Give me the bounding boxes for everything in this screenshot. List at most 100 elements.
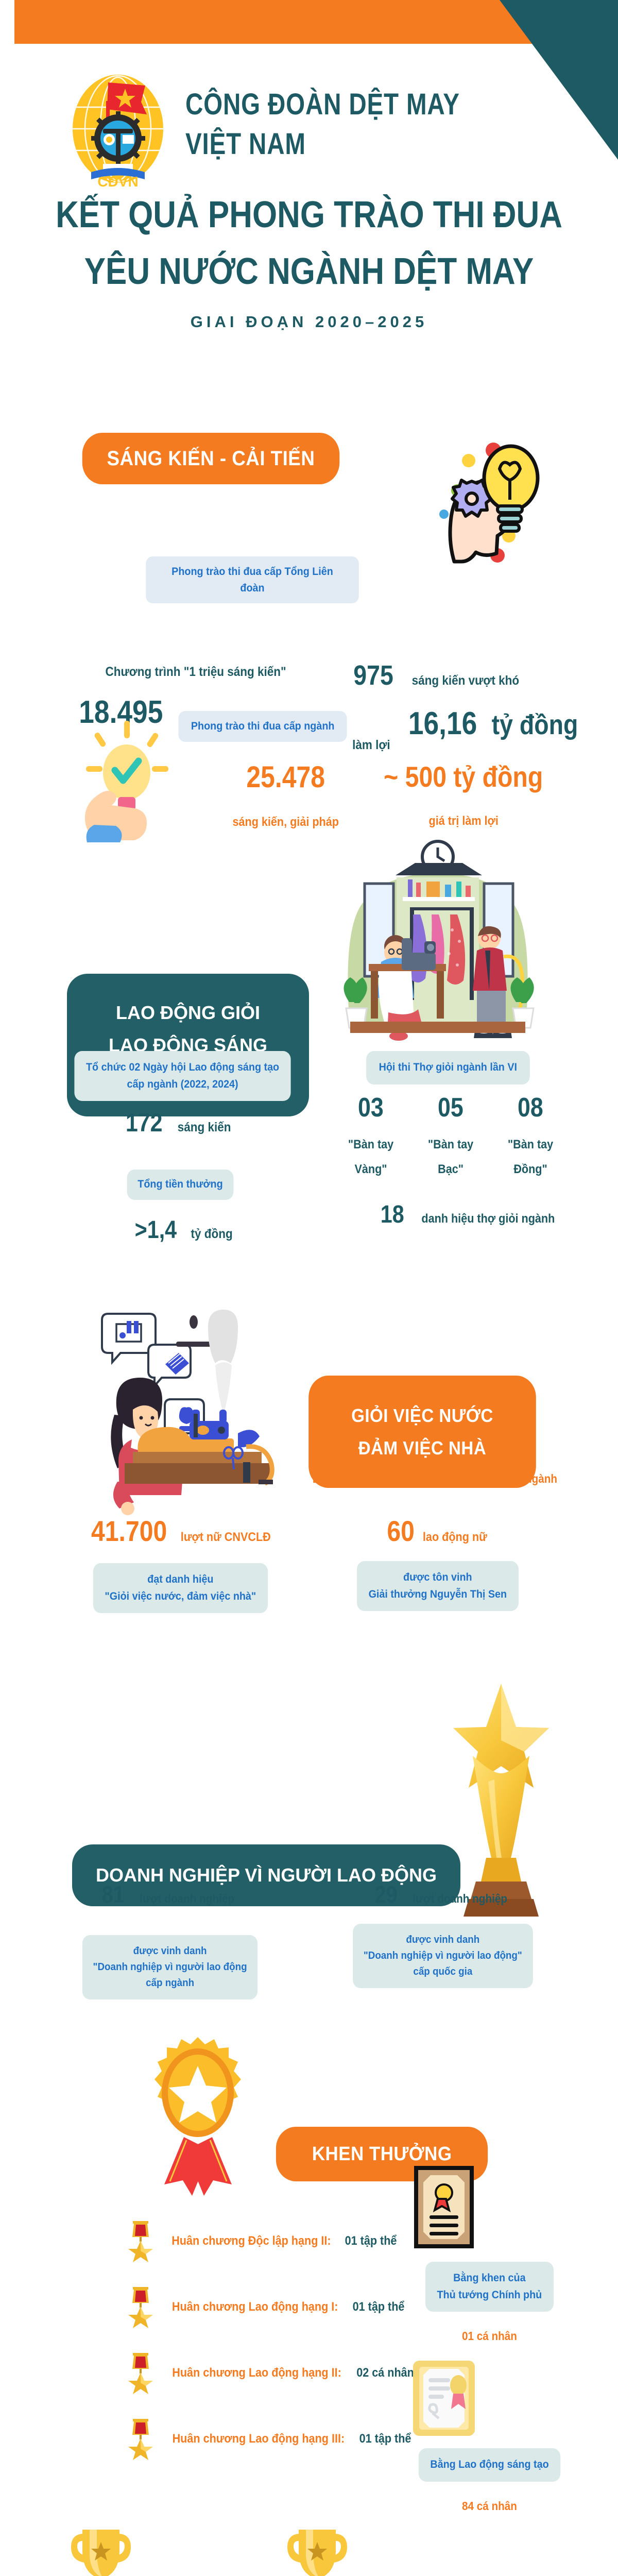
enterprise-left-tag-line-3: cấp ngành: [145, 1977, 194, 1989]
women-left-block: 41.700 lượt nữ CNVCLĐ đạt danh hiệu "Giỏ…: [72, 1510, 288, 1614]
svg-text:CĐVN: CĐVN: [97, 174, 138, 190]
enterprise-left-label: lượt doanh nghiệp: [140, 1892, 235, 1905]
certificate-pm-count: 01 cá nhân: [461, 2329, 517, 2343]
certificate-pm-icon: [412, 2164, 566, 2250]
certificate-pm-tag-line-2: Thủ tướng Chính phủ: [437, 2289, 542, 2301]
women-left-label: lượt nữ CNVCLĐ: [180, 1530, 271, 1544]
bonus-value: >1,4: [134, 1216, 177, 1244]
profit-prefix: làm lợi: [352, 738, 390, 752]
women-right-label: lao động nữ: [422, 1530, 487, 1544]
certificate-pm-tag-line-1: Bằng khen của: [453, 2272, 526, 2284]
sector-profit-caption: giá trị làm lợi: [428, 814, 499, 828]
medal-label-line-1: "Bàn tay: [507, 1138, 554, 1151]
medal-award-title: Huân chương Lao động hạng I:: [171, 2300, 338, 2314]
contest-tag: Hội thi Thợ giỏi ngành lần VI: [366, 1051, 530, 1084]
medal-item: 05 "Bàn tay Bạc": [415, 1092, 487, 1182]
women-right-block: 60 lao động nữ được tôn vinh Giải thưởng…: [330, 1510, 546, 1612]
cdvn-logo-icon: CĐVN: [63, 71, 174, 195]
women-left-tag-line-2: "Giỏi việc nước, đảm việc nhà": [105, 1590, 256, 1602]
enterprise-right-block: 29 lượt doanh nghiệp được vinh danh "Doa…: [330, 1880, 556, 1988]
trophy-award-block: Giải thưởng Nguyễn Thị Sen 50 cá nhân: [67, 2524, 263, 2576]
medal-item: 08 "Bàn tay Đồng": [494, 1092, 566, 1182]
bonus-value-block: >1,4 tỷ đồng: [131, 1216, 235, 1244]
festival-tag-line-1: Tổ chức 02 Ngày hội Lao động sáng tạo: [86, 1061, 280, 1073]
section-innovation-heading: SÁNG KIẾN - CẢI TIẾN: [82, 433, 340, 484]
medal-ribbon-icon: [128, 2352, 153, 2394]
titles-block: 18 danh hiệu thợ giỏi ngành: [379, 1200, 562, 1229]
medal-item: 03 "Bàn tay Vàng": [335, 1092, 407, 1182]
medal-award-title: Huân chương Lao động hạng III:: [172, 2432, 345, 2446]
women-right-tag-line-2: Giải thưởng Nguyễn Thị Sen: [368, 1588, 507, 1600]
hardship-block: 975 sáng kiến vượt khó làm lợi 16,16 tỷ …: [350, 659, 587, 753]
creative-certificate-block: Bằng Lao động sáng tạo 84 cá nhân: [412, 2360, 566, 2513]
families-value: 144: [312, 1461, 348, 1488]
women-right-tag-line-1: được tôn vinh: [403, 1571, 472, 1583]
medal-ribbon-icon: [128, 2418, 153, 2460]
page-title-line-2: YÊU NƯỚC NGÀNH DỆT MAY: [84, 250, 534, 292]
medal-list: 03 "Bàn tay Vàng" 05 "Bàn tay Bạc" 08 "B…: [335, 1092, 566, 1182]
families-block: 144 gia đình Dệt may tiêu biểu cấp ngành: [309, 1461, 568, 1489]
list-item: Huân chương Lao động hạng III: 01 tập th…: [128, 2413, 416, 2465]
women-left-value: 41.700: [91, 1515, 167, 1547]
program-value: 18.495: [79, 694, 163, 730]
medal-label-line-1: "Bàn tay: [427, 1138, 474, 1151]
enterprise-right-value: 29: [374, 1881, 398, 1908]
tag-sector-wrap: Phong trào thi đua cấp ngành: [154, 711, 371, 742]
medal-label-line-1: "Bàn tay: [348, 1138, 394, 1151]
section-enterprise-heading: DOANH NGHIỆP VÌ NGƯỜI LAO ĐỘNG: [72, 1844, 460, 1906]
list-item: Huân chương Độc lập hạng II: 01 tập thể: [128, 2215, 416, 2267]
hand-bulb-icon: [75, 719, 178, 842]
festival-tag-wrap: Tổ chức 02 Ngày hội Lao động sáng tạo cấ…: [57, 1051, 309, 1101]
brand-block: CĐVN CÔNG ĐOÀN DỆT MAY VIỆT NAM: [0, 62, 618, 191]
enterprise-right-tag-line-1: được vinh danh: [406, 1934, 480, 1945]
medal-award-title: Huân chương Lao động hạng II:: [172, 2366, 341, 2380]
medal-awards-list: Huân chương Độc lập hạng II: 01 tập thể …: [128, 2215, 416, 2465]
pm-certificate-block: Bằng khen của Thủ tướng Chính phủ 01 cá …: [412, 2164, 566, 2343]
sector-profit-block: ~ 500 tỷ đồng giá trị làm lợi: [371, 760, 556, 828]
tailor-shop-illustration: [319, 840, 556, 1041]
section-innovation-heading-pill: SÁNG KIẾN - CẢI TIẾN: [71, 433, 351, 484]
seamstress-illustration: [77, 1298, 294, 1515]
enterprise-left-block: 81 lượt doanh nghiệp được vinh danh "Doa…: [62, 1880, 278, 1999]
org-line-1: CÔNG ĐOÀN DỆT MAY: [185, 88, 460, 121]
medal-label-line-2: Bạc": [438, 1162, 464, 1176]
cup-trophy-icon: [67, 2524, 263, 2576]
festival-value: 172: [125, 1108, 163, 1137]
section-women-heading-line-1: GIỎI VIỆC NƯỚC: [351, 1405, 493, 1426]
cup-trophy-icon: [283, 2524, 479, 2576]
sector-value: 25.478: [246, 760, 325, 794]
trophy-award-block: Giải thưởng Nguyễn Văn Linh 02 cá nhân: [283, 2524, 479, 2576]
certificate-creative-count: 84 cá nhân: [461, 2499, 517, 2513]
women-right-value: 60: [387, 1515, 415, 1547]
enterprise-right-label: lượt doanh nghiệp: [413, 1892, 508, 1905]
profit-unit: tỷ đồng: [491, 709, 578, 740]
star-trophy-icon: [452, 1679, 550, 1921]
medal-award-count: 01 tập thể: [345, 2234, 397, 2248]
org-line-2: VIỆT NAM: [185, 127, 306, 161]
page-title-period: GIAI ĐOẠN 2020–2025: [190, 313, 428, 331]
enterprise-left-tag-line-1: được vinh danh: [133, 1945, 207, 1957]
brand-title: CÔNG ĐOÀN DỆT MAY VIỆT NAM: [185, 85, 520, 164]
medal-label-line-2: Vàng": [354, 1162, 387, 1176]
page-title-line-1: KẾT QUẢ PHONG TRÀO THI ĐUA: [56, 194, 562, 235]
sector-caption: sáng kiến, giải pháp: [232, 815, 339, 829]
medal-award-count: 01 tập thể: [359, 2432, 411, 2446]
medal-value: 08: [518, 1093, 543, 1123]
medal-award-title: Huân chương Độc lập hạng II:: [171, 2234, 331, 2248]
festival-label: sáng kiến: [178, 1120, 231, 1134]
titles-value: 18: [380, 1201, 404, 1228]
bonus-unit: tỷ đồng: [191, 1227, 233, 1241]
medal-value: 03: [358, 1093, 384, 1123]
list-item: Huân chương Lao động hạng II: 02 cá nhân: [128, 2347, 416, 2399]
brain-bulb-icon: [397, 433, 540, 572]
festival-tag-line-2: cấp ngành (2022, 2024): [127, 1078, 239, 1090]
certificate-creative-icon: [412, 2360, 566, 2437]
main-title-block: KẾT QUẢ PHONG TRÀO THI ĐUA YÊU NƯỚC NGÀN…: [0, 194, 618, 331]
section-women-heading-line-2: ĐẢM VIỆC NHÀ: [358, 1437, 487, 1459]
enterprise-right-tag-line-3: cấp quốc gia: [413, 1966, 473, 1977]
list-item: Huân chương Lao động hạng I: 01 tập thể: [128, 2281, 416, 2333]
tag-federation: Phong trào thi đua cấp Tổng Liên đoàn: [146, 556, 359, 603]
titles-label: danh hiệu thợ giỏi ngành: [421, 1212, 555, 1226]
enterprise-right-tag-line-2: "Doanh nghiệp vì người lao động": [364, 1950, 522, 1961]
